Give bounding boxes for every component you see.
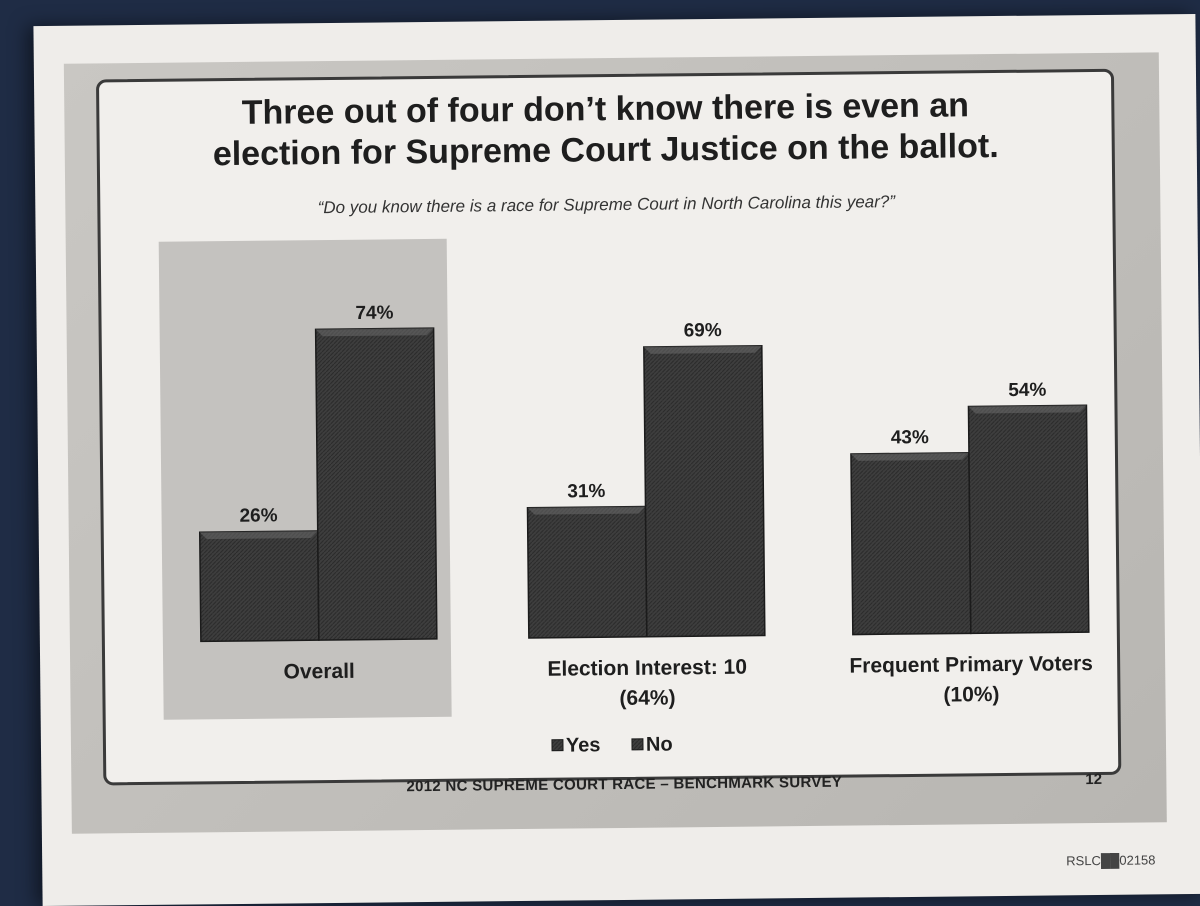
bar-bevel-no-2 — [643, 345, 762, 354]
bar-bevel-yes-2 — [527, 506, 646, 515]
legend-label-yes: Yes — [566, 734, 601, 756]
category-label-1-line-1: Overall — [283, 660, 354, 684]
paper-sheet: Three out of four don’t know there is ev… — [33, 13, 1200, 906]
bar-yes-1 — [198, 530, 320, 643]
bar-no-2 — [643, 344, 766, 638]
data-label-yes-2: 31% — [567, 481, 605, 502]
bates-number: RSLC██02158 — [1066, 852, 1156, 869]
data-label-yes-1: 26% — [239, 505, 277, 526]
data-label-yes-3: 43% — [891, 427, 929, 448]
bar-bevel-no-1 — [315, 328, 434, 337]
legend-swatch-no — [631, 738, 644, 751]
page-number: 12 — [1085, 770, 1103, 789]
category-label-3-line-1: Frequent Primary Voters — [849, 652, 1093, 678]
bar-yes-2 — [526, 505, 648, 639]
bar-bevel-yes-3 — [850, 452, 969, 461]
bar-chart: 26% 74% Overall 31% 69% Election Interest: 10… — [158, 238, 1093, 757]
slide-frame: Three out of four don’t know there is ev… — [95, 68, 1122, 786]
bar-bevel-no-3 — [968, 405, 1087, 414]
data-label-no-3: 54% — [1008, 380, 1046, 401]
bar-yes-3 — [850, 451, 972, 636]
bar-no-3 — [967, 404, 1090, 635]
category-label-3-line-2: (10%) — [943, 683, 999, 707]
legend-swatch-yes — [551, 739, 564, 752]
bar-bevel-yes-1 — [199, 530, 318, 540]
data-label-no-1: 74% — [355, 303, 393, 324]
data-label-no-2: 69% — [684, 320, 722, 341]
legend-label-no: No — [646, 733, 673, 755]
bar-no-1 — [314, 327, 438, 641]
category-label-2-line-2: (64%) — [619, 686, 675, 710]
category-label-2-line-1: Election Interest: 10 — [547, 656, 747, 681]
